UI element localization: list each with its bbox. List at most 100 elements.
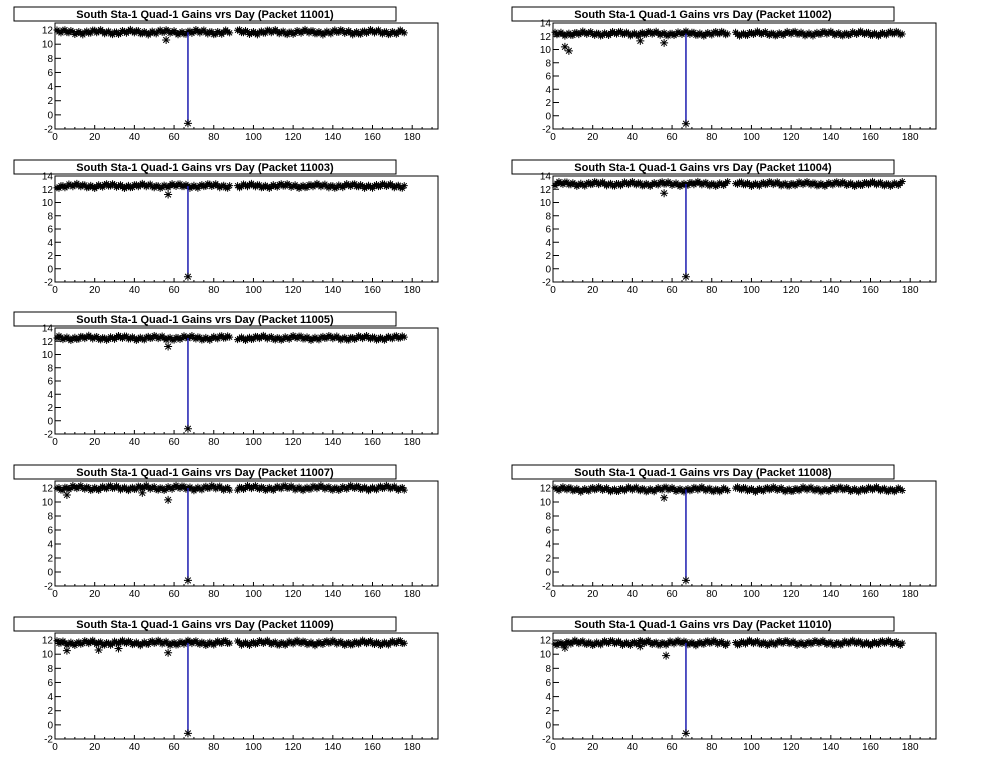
chart-title: South Sta-1 Quad-1 Gains vrs Day (Packet… <box>574 467 832 479</box>
data-point <box>681 272 690 281</box>
y-tick-label: 8 <box>545 664 551 675</box>
x-tick-label: 120 <box>285 437 302 448</box>
x-tick-label: 180 <box>902 285 919 296</box>
x-tick-label: 60 <box>667 589 679 600</box>
y-tick-label: 12 <box>540 484 552 495</box>
title-box <box>13 311 397 327</box>
plot-frame <box>54 327 439 435</box>
y-tick-label: 0 <box>545 264 551 275</box>
x-tick-label: 140 <box>324 437 341 448</box>
x-tick-label: 180 <box>404 437 421 448</box>
x-tick-label: 80 <box>208 589 220 600</box>
x-tick-label: 100 <box>743 285 760 296</box>
chart-panel: South Sta-1 Quad-1 Gains vrs Day (Packet… <box>511 464 937 600</box>
data-point <box>164 495 173 504</box>
plot-frame <box>54 22 439 130</box>
y-tick-label: 0 <box>47 568 53 579</box>
x-tick-label: 40 <box>129 589 141 600</box>
y-tick-label: 12 <box>540 32 552 43</box>
chart-panel: South Sta-1 Quad-1 Gains vrs Day (Packet… <box>13 464 439 600</box>
y-tick-label: 14 <box>540 19 552 30</box>
title-box <box>511 159 895 175</box>
x-tick-label: 20 <box>89 132 101 143</box>
y-tick-label: 4 <box>47 540 53 551</box>
y-tick-label: 4 <box>545 540 551 551</box>
x-tick-label: 180 <box>902 742 919 753</box>
y-tick-label: -2 <box>542 125 551 136</box>
data-point <box>560 643 569 652</box>
data-point <box>636 642 645 651</box>
y-tick-label: 6 <box>545 225 551 236</box>
x-tick-label: 20 <box>89 285 101 296</box>
y-tick-label: 6 <box>47 377 53 388</box>
y-tick-label: 4 <box>47 82 53 93</box>
x-tick-label: 0 <box>550 285 556 296</box>
data-point <box>114 644 123 653</box>
x-tick-label: 120 <box>285 285 302 296</box>
plot-frame <box>552 632 937 740</box>
x-tick-label: 120 <box>285 742 302 753</box>
x-tick-label: 80 <box>706 589 718 600</box>
x-tick-label: 140 <box>324 285 341 296</box>
y-tick-label: 10 <box>540 650 552 661</box>
data-point <box>681 576 690 585</box>
data-point <box>164 190 173 199</box>
y-tick-label: 8 <box>47 54 53 65</box>
x-tick-label: 160 <box>862 742 879 753</box>
x-tick-label: 60 <box>667 132 679 143</box>
x-tick-label: 180 <box>404 285 421 296</box>
y-tick-label: 10 <box>540 198 552 209</box>
data-point <box>183 424 192 433</box>
y-tick-label: 4 <box>545 692 551 703</box>
title-box <box>511 6 895 22</box>
y-tick-label: 10 <box>42 498 54 509</box>
x-tick-label: 60 <box>667 742 679 753</box>
y-tick-label: 8 <box>545 211 551 222</box>
x-tick-label: 120 <box>285 132 302 143</box>
chart-panel: South Sta-1 Quad-1 Gains vrs Day (Packet… <box>13 159 439 296</box>
y-tick-label: 2 <box>545 251 551 262</box>
y-tick-label: 2 <box>545 706 551 717</box>
chart-title: South Sta-1 Quad-1 Gains vrs Day (Packet… <box>574 9 832 21</box>
data-band <box>551 27 906 40</box>
chart-title: South Sta-1 Quad-1 Gains vrs Day (Packet… <box>76 314 334 326</box>
y-tick-label: -2 <box>44 735 53 746</box>
y-tick-label: 2 <box>545 554 551 565</box>
y-tick-label: 4 <box>545 85 551 96</box>
y-tick-label: 6 <box>545 526 551 537</box>
y-tick-label: 2 <box>47 251 53 262</box>
data-point <box>183 119 192 128</box>
x-tick-label: 0 <box>550 132 556 143</box>
data-point <box>660 38 669 47</box>
x-tick-label: 100 <box>245 285 262 296</box>
data-point <box>62 491 71 499</box>
x-tick-label: 160 <box>862 132 879 143</box>
y-tick-label: 12 <box>540 636 552 647</box>
x-tick-label: 20 <box>587 285 599 296</box>
x-tick-label: 140 <box>324 742 341 753</box>
y-tick-label: 12 <box>42 484 54 495</box>
y-tick-label: 4 <box>545 238 551 249</box>
x-tick-label: 80 <box>208 437 220 448</box>
x-tick-label: 160 <box>364 437 381 448</box>
plot-frame <box>552 175 937 283</box>
data-band <box>53 481 408 495</box>
data-point <box>564 46 573 55</box>
plot-frame <box>54 175 439 283</box>
y-tick-label: 12 <box>540 185 552 196</box>
y-tick-label: 0 <box>545 111 551 122</box>
y-tick-label: 12 <box>42 636 54 647</box>
data-point <box>183 576 192 585</box>
data-point <box>164 648 173 657</box>
x-tick-label: 100 <box>245 132 262 143</box>
data-band <box>551 636 906 650</box>
data-point <box>183 272 192 281</box>
data-point <box>681 729 690 738</box>
title-box <box>13 616 397 632</box>
x-tick-label: 120 <box>783 742 800 753</box>
y-tick-label: 12 <box>42 185 54 196</box>
x-tick-label: 20 <box>89 437 101 448</box>
x-tick-label: 140 <box>822 742 839 753</box>
chart-panel: South Sta-1 Quad-1 Gains vrs Day (Packet… <box>13 616 439 753</box>
